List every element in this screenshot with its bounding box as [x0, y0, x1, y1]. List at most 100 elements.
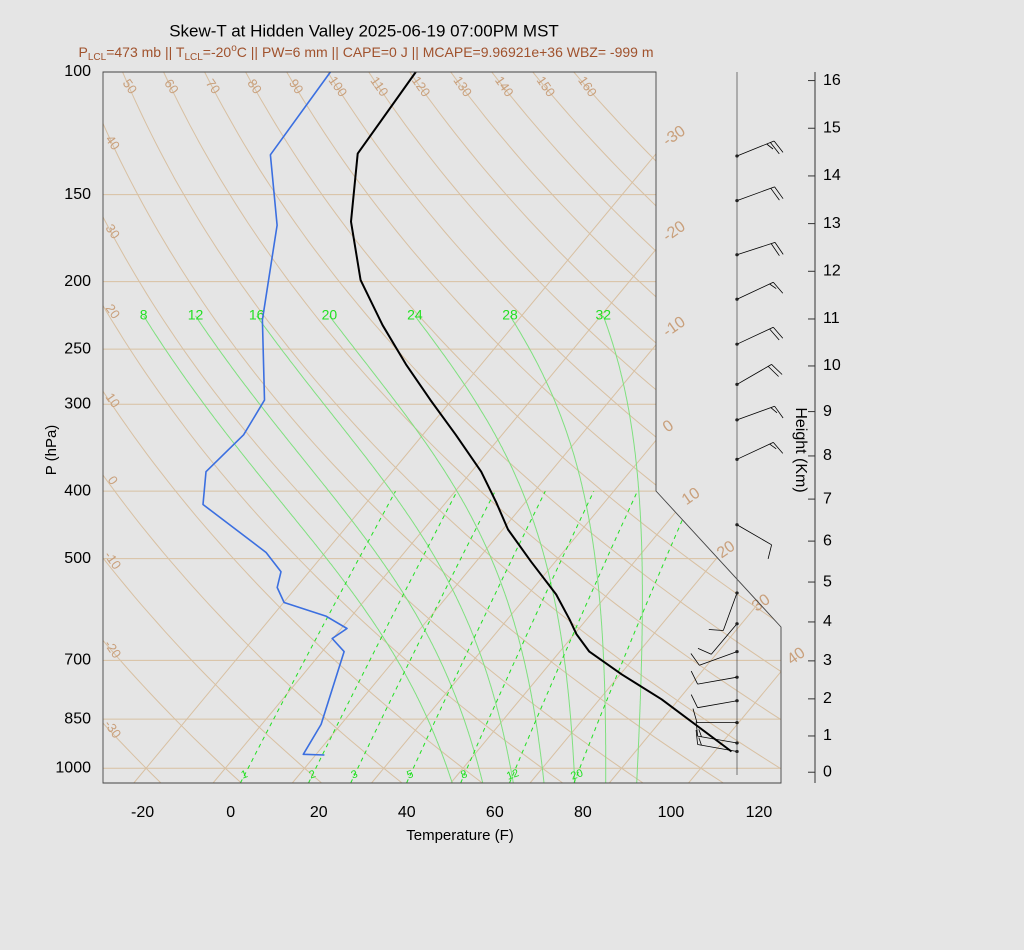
dry-adiabat [286, 72, 781, 783]
x-tick-label: 100 [658, 804, 685, 821]
wind-barb [736, 186, 784, 201]
isotherm [608, 72, 781, 783]
subtitle-part: C || PW=6 mm || CAPE=0 J || MCAPE=9.9692… [237, 44, 654, 60]
dry-adiabat-label: 10 [103, 390, 124, 410]
moist-adiabat-label: 24 [407, 307, 423, 323]
y-tick-label: 300 [64, 395, 91, 412]
mixing-ratio-line [350, 490, 496, 783]
wind-barb [690, 694, 738, 709]
dry-adiabat [327, 72, 781, 783]
wind-barb [695, 721, 738, 744]
dewpoint-line [202, 71, 348, 756]
y-tick-label: 850 [64, 710, 91, 727]
mixing-ratio-label: 5 [405, 768, 415, 781]
y-axis-label: P (hPa) [43, 425, 60, 476]
wind-barb [697, 623, 738, 655]
dry-adiabat [103, 72, 563, 783]
y2-tick-label: 0 [823, 763, 832, 780]
y2-tick-label: 7 [823, 490, 832, 507]
dry-adiabat-label: 50 [120, 76, 141, 96]
moist-adiabat [143, 315, 453, 783]
y2-tick-label: 6 [823, 532, 832, 549]
y2-tick-label: 5 [823, 573, 832, 590]
dry-adiabat-label: 60 [161, 76, 182, 96]
moist-adiabat-label: 20 [322, 307, 338, 323]
y-tick-label: 250 [64, 340, 91, 357]
dry-adiabat [103, 72, 644, 783]
dry-adiabat [532, 72, 781, 783]
y2-axis-label: Height (Km) [792, 407, 809, 492]
wind-barb [695, 729, 738, 752]
isotherm [529, 72, 781, 783]
y2-tick-label: 14 [823, 167, 841, 184]
y2-tick-label: 16 [823, 72, 841, 89]
moist-adiabat-label: 32 [595, 307, 611, 323]
y-tick-label: 200 [64, 273, 91, 290]
dry-adiabat-label: 90 [286, 76, 307, 96]
dry-adiabat-label: 30 [103, 221, 124, 241]
y2-tick-label: 10 [823, 357, 841, 374]
moist-adiabat [329, 315, 545, 783]
mixing-ratio-label: 8 [459, 768, 469, 781]
subtitle-part: =473 mb || T [106, 44, 185, 60]
dry-adiabat [491, 72, 781, 783]
dry-adiabat-label: 70 [203, 76, 224, 96]
wind-barb [736, 281, 784, 300]
mixing-ratio-line [460, 490, 595, 783]
x-tick-label: 40 [398, 804, 416, 821]
mixing-ratio-label: 3 [350, 768, 360, 781]
wind-barb [736, 442, 784, 460]
subtitle-part: P [79, 44, 88, 60]
wind-barb [736, 242, 784, 256]
mixing-ratio-line [509, 490, 638, 783]
mixing-ratio-line [406, 490, 546, 783]
wind-barb [736, 405, 784, 421]
moist-adiabat-label: 8 [140, 307, 148, 323]
moist-adiabat-label: 12 [188, 307, 204, 323]
wind-barb [692, 708, 738, 724]
dry-adiabat [103, 72, 403, 783]
dry-adiabat [103, 72, 322, 783]
y2-tick-label: 15 [823, 119, 841, 136]
y2-tick-label: 9 [823, 403, 832, 420]
y-tick-label: 100 [64, 63, 91, 80]
dry-adiabat [122, 72, 781, 783]
moist-adiabat-label: 16 [249, 307, 265, 323]
mixing-ratio-label: 2 [308, 768, 318, 781]
wind-barb [736, 364, 783, 385]
chart-title: Skew-T at Hidden Valley 2025-06-19 07:00… [169, 21, 559, 40]
x-tick-label: 20 [310, 804, 328, 821]
mixing-ratio-label: 20 [569, 767, 585, 782]
mixing-ratio-label: 1 [240, 768, 250, 781]
x-tick-label: 80 [574, 804, 592, 821]
mixing-ratio-line [308, 490, 458, 783]
dry-adiabat [103, 72, 724, 783]
chart-subtitle: PLCL=473 mb || TLCL=-20oC || PW=6 mm || … [79, 43, 654, 63]
y2-tick-label: 4 [823, 613, 832, 630]
moist-adiabat [509, 315, 607, 783]
dry-adiabat-label: 20 [103, 301, 124, 321]
y-tick-label: 1000 [55, 759, 91, 776]
moist-adiabat [195, 315, 484, 783]
x-tick-label: 0 [226, 804, 235, 821]
y2-tick-label: 1 [823, 727, 832, 744]
wind-barb [690, 651, 738, 666]
moist-adiabat [414, 315, 576, 783]
temperature-line [350, 71, 733, 753]
wind-barb [736, 140, 784, 157]
wind-barb [708, 592, 738, 631]
y2-tick-label: 13 [823, 215, 841, 232]
y-tick-label: 400 [64, 482, 91, 499]
subtitle-sub: LCL [184, 52, 203, 63]
mixing-ratio-line [239, 490, 396, 783]
y2-tick-label: 11 [823, 310, 840, 327]
dry-adiabat [103, 72, 242, 783]
y2-tick-label: 2 [823, 690, 832, 707]
moist-adiabat [256, 315, 514, 783]
plot-frame [102, 71, 782, 784]
dry-adiabat-label: 40 [103, 132, 124, 152]
wind-barb [736, 326, 784, 345]
y2-tick-label: 8 [823, 447, 832, 464]
dry-adiabat-label: 80 [244, 76, 265, 96]
